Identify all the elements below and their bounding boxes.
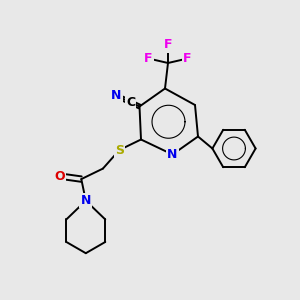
Text: F: F [144,52,153,65]
Text: F: F [183,52,192,65]
Text: N: N [111,89,122,102]
Text: N: N [81,194,91,207]
Text: O: O [54,169,65,183]
Text: N: N [167,148,178,161]
Text: C: C [126,96,135,109]
Text: S: S [115,143,124,157]
Text: F: F [164,38,172,52]
